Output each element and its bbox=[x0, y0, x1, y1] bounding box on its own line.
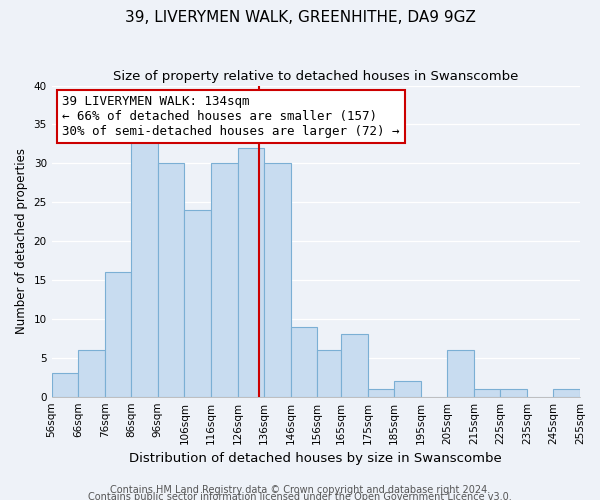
Bar bbox=[341, 334, 368, 396]
Bar bbox=[184, 210, 211, 396]
Bar bbox=[500, 389, 527, 396]
Bar bbox=[131, 140, 158, 396]
Bar bbox=[78, 350, 105, 397]
Bar bbox=[238, 148, 264, 396]
Text: Contains public sector information licensed under the Open Government Licence v3: Contains public sector information licen… bbox=[88, 492, 512, 500]
Bar bbox=[158, 164, 184, 396]
Bar bbox=[52, 374, 78, 396]
Bar bbox=[474, 389, 500, 396]
Y-axis label: Number of detached properties: Number of detached properties bbox=[15, 148, 28, 334]
Bar bbox=[317, 350, 341, 397]
Bar bbox=[290, 326, 317, 396]
Bar bbox=[394, 381, 421, 396]
Bar bbox=[211, 164, 238, 396]
Bar bbox=[105, 272, 131, 396]
Bar bbox=[368, 389, 394, 396]
Bar bbox=[264, 164, 290, 396]
Bar bbox=[447, 350, 474, 397]
Text: 39 LIVERYMEN WALK: 134sqm
← 66% of detached houses are smaller (157)
30% of semi: 39 LIVERYMEN WALK: 134sqm ← 66% of detac… bbox=[62, 95, 400, 138]
Title: Size of property relative to detached houses in Swanscombe: Size of property relative to detached ho… bbox=[113, 70, 518, 83]
Text: Contains HM Land Registry data © Crown copyright and database right 2024.: Contains HM Land Registry data © Crown c… bbox=[110, 485, 490, 495]
Bar bbox=[553, 389, 580, 396]
X-axis label: Distribution of detached houses by size in Swanscombe: Distribution of detached houses by size … bbox=[130, 452, 502, 465]
Text: 39, LIVERYMEN WALK, GREENHITHE, DA9 9GZ: 39, LIVERYMEN WALK, GREENHITHE, DA9 9GZ bbox=[125, 10, 475, 25]
